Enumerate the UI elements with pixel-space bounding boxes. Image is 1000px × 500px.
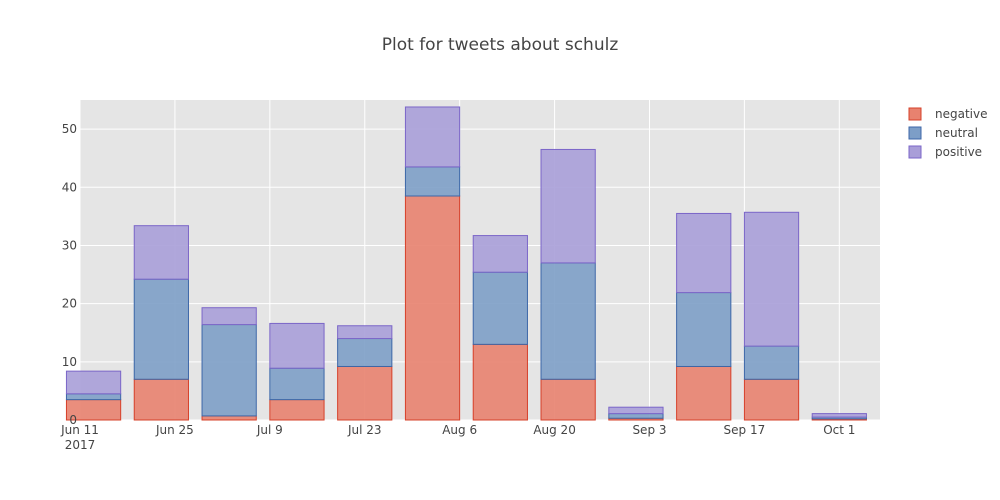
x-tick-label: Jun 11 [60,423,99,437]
bar-neutral [472,271,528,345]
x-tick-label: Aug 20 [533,423,576,437]
legend-swatch [908,126,922,140]
legend-label: positive [935,145,982,159]
bar-positive [133,225,189,280]
bar-negative [676,365,732,421]
legend-item-negative[interactable]: negative [908,107,987,121]
bar-negative [404,195,461,421]
bar-neutral [540,262,596,380]
bar-neutral [269,367,325,401]
bar-positive [676,212,732,294]
bar-negative [540,378,596,421]
legend-item-positive[interactable]: positive [908,145,982,159]
chart-title: Plot for tweets about schulz [382,35,619,55]
x-tick-label: Jun 25 [155,423,194,437]
bar-positive [608,406,664,415]
legend[interactable]: negative neutral positive [908,107,987,159]
bar-positive [540,148,596,264]
y-tick-label: 20 [62,297,77,311]
y-tick-label: 0 [69,413,77,427]
legend-label: neutral [935,126,978,140]
x-tick-label: Sep 17 [724,423,766,437]
bar-neutral [133,278,189,380]
bar-neutral [608,413,664,419]
x-tick-label: Jul 9 [256,423,283,437]
bar-neutral [404,166,461,197]
bar-positive [743,211,800,347]
bar-positive [811,413,867,418]
bar-neutral [201,324,257,417]
x-tick-label: Sep 3 [632,423,666,437]
bar-negative [337,365,393,421]
bar-negative [743,378,800,421]
bar-positive [337,325,393,340]
legend-item-neutral[interactable]: neutral [908,126,978,140]
y-tick-label: 30 [62,238,77,252]
bar-neutral [743,345,800,380]
bar-neutral [65,393,122,401]
x-tick-label: Jul 23 [347,423,382,437]
bars [65,106,867,421]
legend-swatch [908,145,922,159]
y-tick-label: 50 [62,122,77,136]
x-tick-label: Oct 1 [823,423,855,437]
x-tick-label: Aug 6 [442,423,477,437]
bar-positive [269,322,325,369]
legend-label: negative [935,107,987,121]
bar-positive [65,370,122,395]
bar-negative [269,399,325,421]
bar-positive [404,106,461,168]
bar-negative [133,378,189,421]
bar-neutral [337,338,393,367]
x-tick-sublabel: 2017 [65,438,96,452]
y-axis-ticks: 0 10 20 30 40 50 [62,122,77,427]
bar-positive [472,235,528,273]
bar-positive [201,307,257,326]
bar-neutral [676,292,732,367]
bar-negative [201,415,257,421]
y-tick-label: 40 [62,180,77,194]
bar-negative [472,343,528,421]
legend-swatch [908,107,922,121]
y-tick-label: 10 [62,355,77,369]
